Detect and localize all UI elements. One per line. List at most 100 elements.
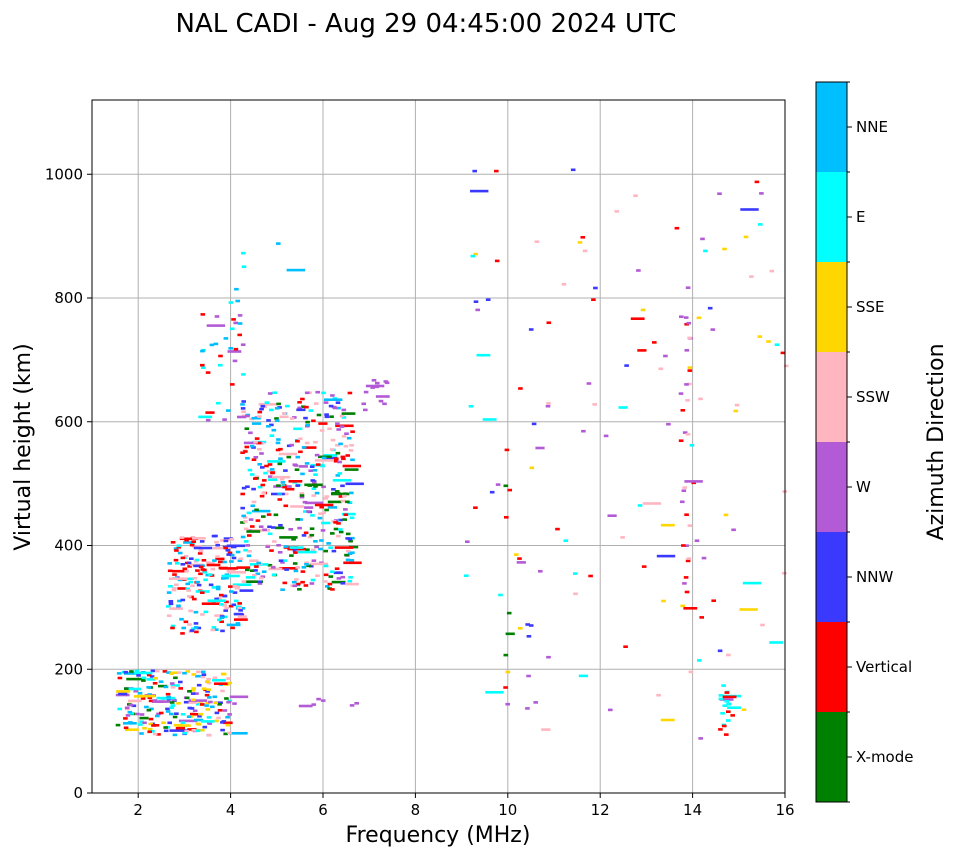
- echo-mark: [284, 568, 289, 571]
- echo-mark: [623, 645, 628, 648]
- echo-mark: [681, 489, 687, 492]
- echo-mark: [167, 562, 172, 565]
- echo-mark: [710, 328, 716, 331]
- echo-mark: [195, 722, 201, 726]
- echo-mark: [226, 677, 231, 680]
- x-tick-label: 4: [226, 801, 236, 819]
- echo-mark: [345, 454, 350, 457]
- echo-mark: [327, 506, 337, 509]
- echo-mark: [271, 475, 291, 479]
- echo-mark: [681, 544, 686, 547]
- echo-mark: [163, 685, 169, 689]
- echo-mark: [235, 550, 241, 554]
- echo-mark: [246, 511, 252, 515]
- echo-mark: [232, 359, 238, 363]
- echo-mark: [320, 529, 326, 532]
- echo-mark: [340, 455, 346, 459]
- echo-mark: [314, 491, 320, 495]
- echo-mark: [267, 392, 273, 395]
- echo-mark: [328, 546, 333, 549]
- echo-mark: [327, 500, 342, 504]
- echo-mark: [247, 534, 252, 537]
- echo-mark: [295, 455, 301, 459]
- echo-mark: [194, 558, 200, 562]
- echo-mark: [174, 583, 179, 587]
- echo-mark: [165, 692, 171, 696]
- echo-mark: [170, 626, 175, 630]
- plot-frame: [91, 99, 786, 794]
- echo-mark: [208, 583, 214, 587]
- echo-mark: [300, 580, 305, 584]
- echo-mark: [117, 707, 122, 711]
- echo-mark: [243, 527, 249, 531]
- echo-mark: [349, 516, 355, 520]
- echo-mark: [259, 494, 265, 498]
- echo-mark: [541, 728, 551, 731]
- echo-mark: [531, 422, 537, 426]
- echo-mark: [188, 699, 208, 702]
- echo-mark: [685, 433, 691, 436]
- echo-mark: [249, 559, 259, 562]
- echo-mark: [687, 366, 693, 369]
- echo-mark: [182, 731, 188, 735]
- echo-mark: [212, 676, 218, 679]
- echo-mark: [529, 466, 535, 470]
- echo-mark: [240, 451, 245, 454]
- echo-mark: [320, 464, 325, 468]
- echo-mark: [726, 703, 731, 706]
- y-tick-label: 200: [54, 660, 83, 678]
- echo-mark: [507, 488, 512, 492]
- echo-mark: [720, 712, 725, 715]
- echo-mark: [221, 574, 240, 578]
- echo-mark: [241, 486, 247, 490]
- echo-mark: [232, 702, 237, 705]
- echo-mark: [473, 506, 478, 509]
- echo-mark: [263, 471, 268, 475]
- echo-mark: [334, 490, 340, 493]
- echo-mark: [154, 700, 165, 703]
- echo-mark: [614, 210, 620, 213]
- echo-mark: [245, 568, 250, 572]
- echo-mark: [292, 562, 298, 565]
- echo-mark: [181, 626, 186, 630]
- echo-mark: [207, 599, 226, 602]
- echo-mark: [313, 485, 318, 488]
- echo-mark: [620, 536, 625, 539]
- echo-mark: [179, 536, 185, 539]
- echo-mark: [237, 314, 243, 317]
- echo-mark: [323, 497, 328, 500]
- echo-mark: [533, 701, 538, 704]
- echo-mark: [233, 612, 243, 616]
- colorbar-tick-label: SSE: [856, 298, 885, 316]
- echo-mark: [349, 444, 354, 447]
- echo-mark: [561, 283, 567, 286]
- echo-mark: [680, 409, 686, 412]
- echo-mark: [204, 704, 209, 707]
- echo-mark: [347, 537, 353, 541]
- echo-mark: [734, 403, 740, 407]
- echo-mark: [345, 532, 351, 536]
- echo-mark: [321, 456, 327, 460]
- echo-mark: [722, 247, 727, 251]
- echo-mark: [311, 419, 316, 423]
- echo-mark: [733, 409, 739, 413]
- echo-mark: [190, 712, 195, 716]
- echo-mark: [711, 599, 716, 602]
- echo-mark: [237, 615, 247, 618]
- echo-mark: [314, 503, 334, 507]
- echo-mark: [603, 434, 609, 438]
- echo-mark: [333, 460, 339, 463]
- echo-mark: [174, 712, 179, 715]
- echo-mark: [191, 698, 196, 702]
- echo-mark: [464, 574, 469, 577]
- echo-mark: [262, 479, 267, 482]
- y-tick-label: 400: [54, 537, 83, 555]
- echo-mark: [303, 531, 309, 535]
- echo-region: [464, 168, 789, 740]
- echo-mark: [335, 474, 341, 477]
- echo-mark: [249, 444, 255, 448]
- echo-region: [361, 379, 390, 412]
- echo-mark: [297, 401, 302, 404]
- echo-mark: [288, 480, 303, 483]
- echo-mark: [252, 574, 257, 577]
